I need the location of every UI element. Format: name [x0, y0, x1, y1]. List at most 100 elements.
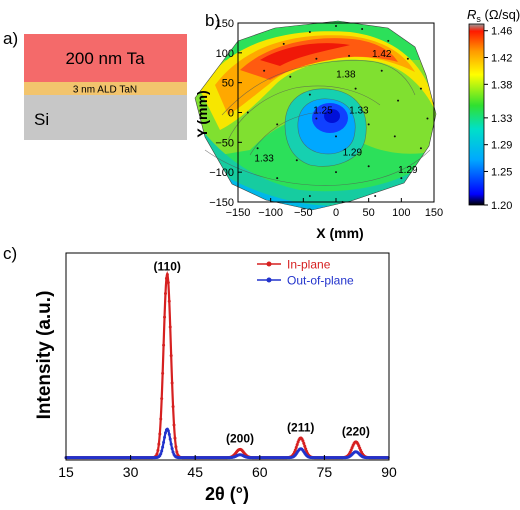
series-point-0 — [349, 448, 353, 452]
map-y-axis-label: Y (mm) — [194, 90, 210, 137]
series-point-0 — [171, 405, 175, 409]
si-layer — [24, 95, 187, 140]
contour-label: 1.33 — [254, 153, 274, 164]
measurement-point — [295, 159, 298, 162]
xrd-x-tick-label: 30 — [123, 464, 139, 480]
series-point-0 — [174, 445, 178, 449]
colorbar-ticks: 1.46 1.42 1.38 1.33 1.29 1.25 1.20 — [484, 26, 512, 212]
measurement-point — [400, 177, 403, 180]
series-point-1 — [171, 450, 175, 454]
map-y-tick-label: 0 — [228, 108, 234, 120]
ta-layer-label: 200 nm Ta — [65, 49, 145, 68]
colorbar-tick-label: 1.46 — [491, 26, 512, 38]
series-point-0 — [164, 276, 168, 280]
contour-label: 1.38 — [336, 70, 356, 81]
panel-b: b) 1.42 1.38 1.25 1.33 1.29 1.33 1.29 — [194, 7, 520, 241]
peak-label: (211) — [287, 420, 314, 434]
contour-label: 1.33 — [349, 106, 369, 117]
legend-outofplane-marker — [266, 277, 272, 283]
series-point-0 — [304, 447, 308, 451]
measurement-point — [348, 54, 351, 57]
series-point-0 — [156, 448, 160, 452]
series-point-0 — [358, 446, 362, 450]
map-x-tick-label: 0 — [333, 207, 339, 219]
xrd-x-tick-label: 45 — [187, 464, 203, 480]
measurement-point — [361, 27, 364, 30]
series-point-0 — [163, 292, 167, 296]
map-x-tick-label: −50 — [294, 207, 313, 219]
measurement-point — [380, 69, 383, 72]
colorbar-tick-label: 1.20 — [491, 200, 512, 212]
series-point-0 — [302, 441, 306, 445]
map-y-tick-label: 150 — [216, 18, 234, 30]
measurement-point — [246, 111, 249, 114]
xrd-x-tick-label: 75 — [317, 464, 333, 480]
panel-a: a) 200 nm Ta 3 nm ALD TaN Si — [3, 29, 187, 140]
series-point-0 — [162, 343, 166, 347]
map-y-tick-label: −100 — [209, 167, 234, 179]
legend-inplane-marker — [266, 261, 272, 267]
panel-b-label: b) — [205, 11, 220, 30]
colorbar-tick-label: 1.42 — [491, 53, 512, 65]
measurement-point — [397, 99, 400, 102]
tan-layer-label: 3 nm ALD TaN — [73, 85, 137, 96]
xrd-x-tick-label: 60 — [252, 464, 268, 480]
wafer-map — [195, 21, 436, 210]
measurement-point — [308, 93, 311, 96]
measurement-point — [419, 147, 422, 150]
panel-c-label: c) — [3, 244, 17, 263]
series-point-0 — [175, 450, 179, 454]
series-point-1 — [162, 440, 166, 444]
measurement-point — [335, 24, 337, 27]
map-y-tick-label: 100 — [216, 48, 234, 60]
series-point-0 — [303, 444, 307, 448]
panel-a-label: a) — [3, 29, 18, 48]
measurement-point — [308, 195, 311, 198]
colorbar-title-symbol: R — [467, 7, 476, 22]
map-x-axis-label: X (mm) — [316, 225, 363, 241]
series-point-0 — [167, 299, 171, 303]
ta-layer — [24, 34, 187, 82]
measurement-point — [393, 135, 396, 138]
series-point-0 — [159, 417, 163, 421]
xrd-x-tick-label: 15 — [58, 464, 74, 480]
series-point-0 — [301, 439, 305, 443]
contour-label: 1.25 — [313, 106, 333, 117]
colorbar-tick-label: 1.29 — [491, 140, 512, 152]
series-point-0 — [157, 442, 161, 446]
measurement-point — [263, 69, 266, 72]
series-point-1 — [166, 429, 170, 433]
measurement-point — [276, 177, 279, 180]
series-point-0 — [172, 423, 176, 427]
colorbar — [468, 23, 485, 206]
series-point-1 — [163, 431, 167, 435]
series-point-1 — [168, 437, 172, 441]
measurement-point — [308, 30, 311, 33]
legend-inplane-label: In-plane — [287, 258, 331, 272]
series-point-0 — [170, 381, 174, 385]
si-layer-label: Si — [34, 110, 49, 129]
map-y-tick-label: −150 — [209, 197, 234, 209]
measurement-point — [354, 87, 357, 90]
series-line-0 — [66, 270, 389, 459]
measurement-point — [256, 147, 259, 150]
xrd-y-axis-label: Intensity (a.u.) — [34, 291, 55, 420]
measurement-point — [335, 135, 337, 138]
measurement-point — [374, 195, 377, 198]
series-point-0 — [350, 446, 354, 450]
colorbar-title: Rs (Ω/sq) — [467, 7, 520, 24]
colorbar-title-subscript: s — [476, 14, 481, 24]
contour-labels: 1.42 1.38 1.25 1.33 1.29 1.33 1.29 — [254, 49, 418, 176]
series-point-1 — [167, 432, 171, 436]
measurement-point — [289, 75, 292, 78]
xrd-x-axis-label: 2θ (°) — [205, 484, 249, 504]
measurement-point — [419, 87, 422, 90]
colorbar-tick-label: 1.33 — [491, 113, 512, 125]
series-point-0 — [163, 315, 167, 319]
wafer-outline — [194, 20, 437, 211]
measurement-point — [406, 57, 409, 60]
peak-label: (220) — [342, 424, 370, 438]
contour-label: 1.29 — [343, 147, 363, 158]
series-point-1 — [169, 442, 173, 446]
